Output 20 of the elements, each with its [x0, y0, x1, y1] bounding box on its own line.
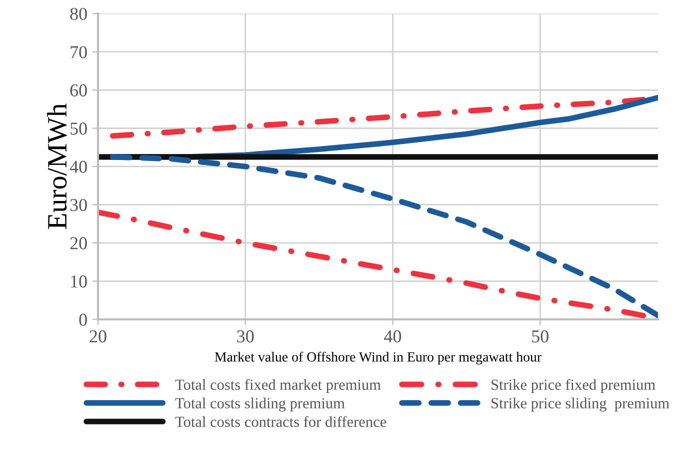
- x-tick-label: 20: [90, 330, 106, 342]
- legend-label: Total costs sliding premium: [175, 398, 345, 412]
- x-tick-label: 50: [532, 330, 548, 342]
- y-tick-label: 30: [70, 198, 87, 212]
- x-axis-title: Market value of Offshore Wind in Euro per megawatt hour: [214, 352, 542, 364]
- legend-label: Total costs fixed market premium: [175, 378, 381, 393]
- y-tick-label: 0: [79, 314, 87, 326]
- y-tick-label: 10: [71, 275, 87, 288]
- legend-label: Strike price sliding premium: [492, 398, 670, 412]
- y-tick-label: 80: [70, 8, 87, 20]
- legend-label: Total costs contracts for difference: [175, 416, 386, 427]
- x-tick-label: 40: [384, 330, 402, 342]
- legend-label: Strike price fixed premium: [492, 378, 656, 393]
- x-tick-label: 30: [237, 330, 254, 342]
- y-tick-label: 50: [70, 122, 87, 135]
- y-tick-label: 20: [70, 237, 87, 250]
- y-tick-label: 60: [70, 84, 87, 96]
- y-tick-label: 40: [70, 160, 87, 173]
- y-axis-title: Euro/MWh: [47, 104, 67, 229]
- y-tick-label: 70: [70, 46, 87, 58]
